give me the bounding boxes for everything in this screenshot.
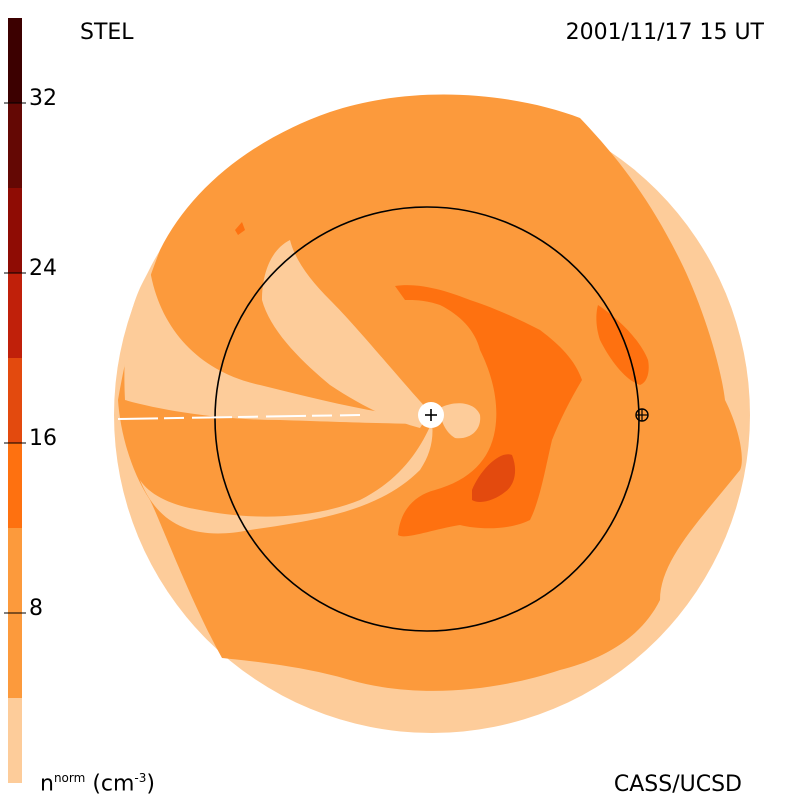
unit-paren: (cm [92, 771, 135, 797]
unit-sup: norm [53, 771, 86, 785]
region-level-12-16-east [596, 305, 649, 385]
unit-close: ) [146, 771, 155, 797]
colorbar-band [8, 18, 22, 103]
colorbar-band [8, 698, 22, 783]
spiral-patch-right [440, 403, 481, 439]
colorbar-band [8, 273, 22, 358]
spiral-arm-upper [262, 240, 430, 428]
colorbar-band [8, 443, 22, 528]
source-label: STEL [80, 20, 134, 45]
timestamp-label: 2001/11/17 15 UT [565, 20, 764, 45]
unit-base: n [40, 771, 54, 797]
colorbar-tick-label: 32 [29, 86, 57, 111]
colorbar-tick-label: 16 [29, 426, 57, 451]
colorbar-band [8, 188, 22, 273]
region-level-4-12 [118, 94, 742, 691]
colorbar-tick-label: 24 [29, 256, 57, 281]
colorbar-band [8, 358, 22, 443]
colorbar-unit-label: nnorm (cm-3) [40, 772, 155, 795]
earth-circle-plus-icon [635, 408, 649, 422]
region-level-12-16 [395, 285, 582, 537]
spiral-arm-lower [140, 422, 433, 534]
sun-plus-icon [418, 402, 444, 428]
speck-top [235, 222, 245, 235]
colorbar-band [8, 103, 22, 188]
unit-exp: -3 [134, 771, 147, 785]
colorbar: 8 16 24 32 [4, 18, 57, 783]
colorbar-tick-label: 8 [29, 596, 43, 621]
credit-label: CASS/UCSD [613, 772, 742, 797]
region-level-16-20 [472, 454, 516, 503]
earth-orbit-circle [214, 206, 640, 632]
spiral-arm-left [124, 270, 430, 424]
scan-artifact-line [117, 414, 361, 420]
